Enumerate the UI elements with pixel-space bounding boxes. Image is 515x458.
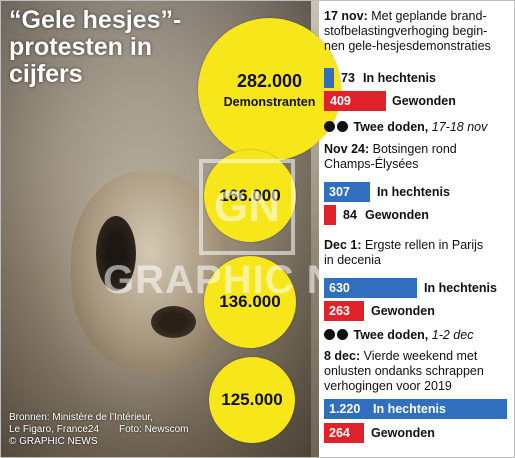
deaths-note: Twee doden, 1-2 dec — [324, 328, 473, 343]
injured-value: 263 — [329, 304, 350, 318]
event-description: Nov 24: Botsingen rond Champs-Élysées — [324, 142, 512, 172]
demonstrators-circle: 282.000 Demonstranten — [198, 18, 341, 161]
sources: Bronnen: Ministère de l’Intérieur, Le Fi… — [9, 412, 153, 448]
deaths-dates: 1-2 dec — [431, 328, 474, 342]
event-text: nen gele-hesjesdemonstraties — [324, 39, 491, 53]
event-text: Ergste rellen in Parijs — [365, 238, 484, 252]
title-line: “Gele hesjes”- — [9, 6, 182, 34]
watermark-logo: GN — [199, 159, 295, 255]
event-text: Botsingen rond — [372, 142, 457, 156]
arrests-label: In hechtenis — [424, 281, 497, 295]
arrests-label: In hechtenis — [373, 402, 446, 416]
arrests-label: In hechtenis — [377, 185, 450, 199]
event-description: 8 dec: Vierde weekend met onlusten ondan… — [324, 349, 512, 394]
deaths-label: Twee doden, — [353, 120, 429, 134]
demonstrators-count: 125.000 — [221, 390, 283, 409]
demonstrators-circle: 136.000 — [204, 256, 296, 348]
arrests-value: 1.220 — [329, 402, 361, 416]
demonstrators-count: 136.000 — [219, 292, 281, 311]
statue-mouth — [151, 306, 196, 338]
injured-label: Gewonden — [392, 94, 456, 108]
event-text: Champs-Élysées — [324, 157, 419, 171]
demonstrators-label: Demonstranten — [223, 94, 316, 109]
arrests-value: 73 — [341, 71, 355, 85]
deaths-note: Twee doden, 17-18 nov — [324, 120, 487, 135]
demonstrators-count: 282.000 — [236, 70, 303, 91]
deaths-label: Twee doden, — [353, 328, 429, 342]
injured-value: 264 — [329, 426, 350, 440]
death-icon — [324, 329, 335, 340]
injured-value: 409 — [330, 94, 351, 108]
injured-bar — [324, 301, 364, 321]
injured-label: Gewonden — [371, 304, 435, 318]
arrests-value: 307 — [329, 185, 350, 199]
event-date: 17 nov: — [324, 9, 368, 23]
sources-line: Bronnen: Ministère de l’Intérieur, — [9, 412, 153, 423]
copyright: © GRAPHIC NEWS — [9, 436, 98, 447]
demonstrators-circle: 166.000 — [204, 150, 296, 242]
timeline-panel — [319, 1, 514, 457]
arrests-bar — [324, 278, 417, 298]
death-icon — [337, 121, 348, 132]
title-line: cijfers — [9, 60, 83, 88]
event-date: Nov 24: — [324, 142, 370, 156]
statue-damage — [96, 216, 136, 291]
arrests-value: 630 — [329, 281, 350, 295]
event-description: 17 nov: Met geplande brand- stofbelastin… — [324, 9, 512, 54]
event-text: onlusten ondanks schrappen — [324, 364, 484, 378]
event-description: Dec 1: Ergste rellen in Parijs in deceni… — [324, 238, 512, 268]
event-date: 8 dec: — [324, 349, 361, 363]
event-text: in decenia — [324, 253, 381, 267]
event-text: stofbelastingverhoging begin- — [324, 24, 488, 38]
demonstrators-count: 166.000 — [219, 186, 281, 205]
event-text: Vierde weekend met — [363, 349, 478, 363]
event-text: verhogingen voor 2019 — [324, 379, 452, 393]
arrests-bar — [324, 399, 507, 419]
event-text: Met geplande brand- — [371, 9, 487, 23]
photo-credit: Foto: Newscom — [119, 424, 189, 435]
page-title: “Gele hesjes”- protesten in cijfers — [9, 7, 209, 88]
arrests-label: In hechtenis — [363, 71, 436, 85]
death-icon — [324, 121, 335, 132]
injured-bar — [324, 91, 386, 111]
injured-bar — [324, 423, 364, 443]
injured-value: 84 — [343, 208, 357, 222]
arrests-bar — [324, 68, 334, 88]
death-icon — [337, 329, 348, 340]
event-date: Dec 1: — [324, 238, 362, 252]
injured-bar — [324, 205, 336, 225]
demonstrators-circle: 125.000 — [209, 357, 295, 443]
injured-label: Gewonden — [365, 208, 429, 222]
title-line: protesten in — [9, 33, 153, 61]
injured-label: Gewonden — [371, 426, 435, 440]
deaths-dates: 17-18 nov — [431, 120, 488, 134]
sources-line: Le Figaro, France24 — [9, 424, 100, 435]
arrests-bar — [324, 182, 370, 202]
